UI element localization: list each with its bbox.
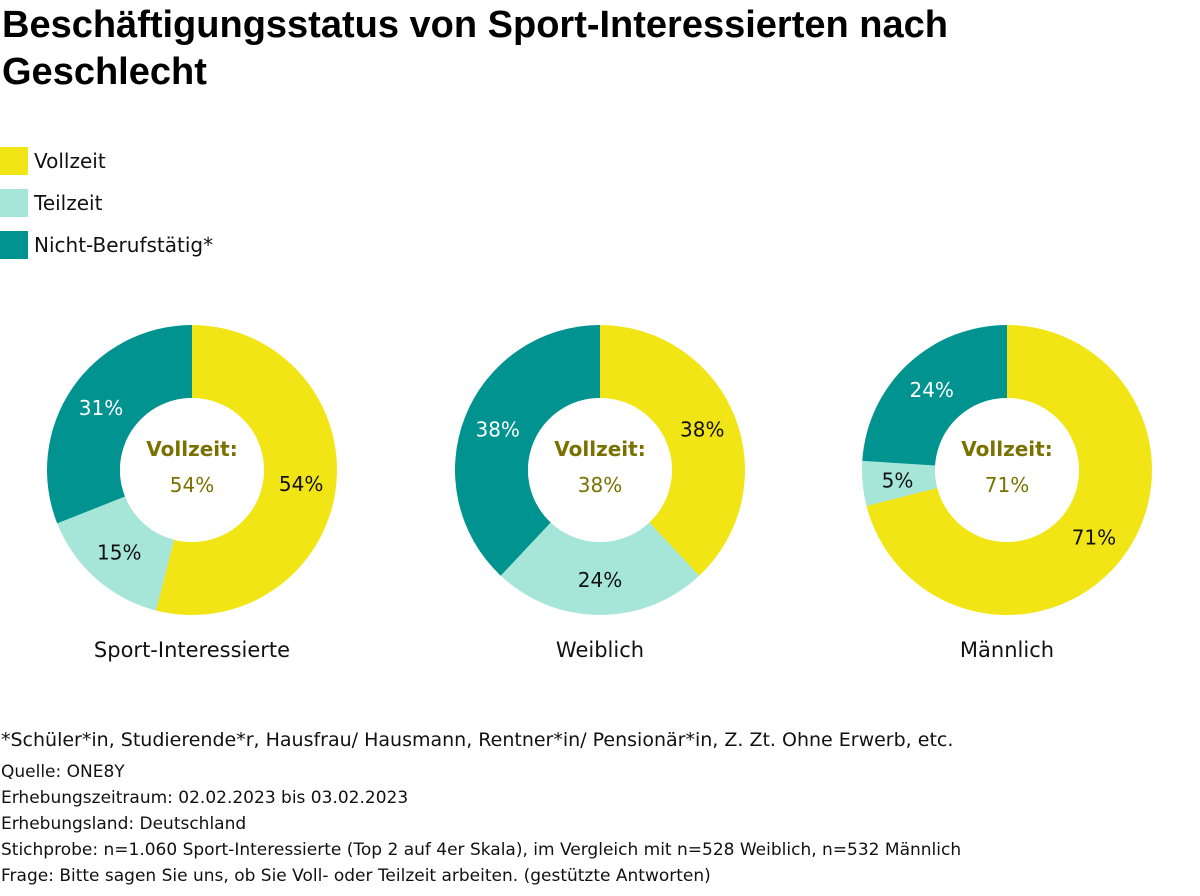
slice-label-nicht-berufstaetig: 38%	[475, 418, 519, 442]
legend-label-nicht-berufstaetig: Nicht-Berufstätig*	[34, 233, 214, 257]
source-line: Quelle: ONE8Y	[1, 762, 125, 782]
slice-vollzeit	[866, 325, 1152, 615]
slice-label-teilzeit: 15%	[97, 541, 141, 565]
slice-nicht-berufstaetig	[46, 325, 193, 524]
slice-label-vollzeit: 38%	[680, 418, 724, 442]
legend-label-teilzeit: Teilzeit	[34, 191, 103, 215]
notes: *Schüler*in, Studierende*r, Hausfrau/ Ha…	[1, 727, 961, 889]
chart-title: Beschäftigungsstatus von Sport-Interessi…	[2, 4, 948, 93]
slice-label-vollzeit: 54%	[279, 472, 323, 496]
donut-chart-2: 38% 24% 38% Vollzeit: 38% Weiblich	[455, 325, 745, 662]
chart-caption: Männlich	[960, 638, 1054, 662]
chart-caption: Sport-Interessierte	[94, 638, 290, 662]
donut-hole	[120, 398, 264, 542]
donut-hole	[935, 398, 1079, 542]
slice-teilzeit	[57, 496, 175, 611]
slice-nicht-berufstaetig	[862, 325, 1007, 466]
slice-vollzeit	[155, 325, 337, 615]
donut-chart-3: 71% 5% 24% Vollzeit: 71% Männlich	[862, 325, 1152, 662]
slice-label-vollzeit: 71%	[1072, 525, 1116, 549]
slice-label-nicht-berufstaetig: 24%	[909, 378, 953, 402]
legend-swatch-nicht-berufstaetig	[0, 231, 28, 259]
slice-vollzeit	[600, 325, 745, 576]
legend-item-nicht-berufstaetig: Nicht-Berufstätig*	[0, 224, 213, 266]
survey-period-line: Erhebungszeitraum: 02.02.2023 bis 03.02.…	[1, 788, 409, 808]
donut-charts: 54% 15% 31% Vollzeit: 54% Sport-Interessierte…	[46, 325, 1152, 662]
slice-label-teilzeit: 5%	[882, 468, 914, 492]
chart-caption: Weiblich	[556, 638, 644, 662]
question-line: Frage: Bitte sagen Sie uns, ob Sie Voll-…	[1, 866, 711, 886]
footnote: *Schüler*in, Studierende*r, Hausfrau/ Ha…	[1, 729, 954, 751]
sample-line: Stichprobe: n=1.060 Sport-Interessierte …	[1, 840, 962, 860]
donut-chart-1: 54% 15% 31% Vollzeit: 54% Sport-Interessierte	[46, 325, 337, 662]
center-title: Vollzeit:	[961, 437, 1052, 461]
legend-item-vollzeit: Vollzeit	[0, 140, 213, 182]
legend-item-teilzeit: Teilzeit	[0, 182, 213, 224]
slice-label-nicht-berufstaetig: 31%	[79, 396, 123, 420]
donut-hole	[528, 398, 672, 542]
slice-label-teilzeit: 24%	[578, 568, 622, 592]
legend-swatch-vollzeit	[0, 147, 28, 175]
center-value: 38%	[578, 473, 622, 497]
legend-label-vollzeit: Vollzeit	[34, 149, 106, 173]
center-value: 54%	[170, 473, 214, 497]
center-value: 71%	[985, 473, 1029, 497]
center-title: Vollzeit:	[146, 437, 237, 461]
slice-teilzeit	[862, 460, 938, 507]
legend-swatch-teilzeit	[0, 189, 28, 217]
slice-nicht-berufstaetig	[455, 325, 600, 576]
legend: Vollzeit Teilzeit Nicht-Berufstätig*	[0, 140, 213, 266]
slice-teilzeit	[500, 522, 700, 615]
center-title: Vollzeit:	[554, 437, 645, 461]
survey-country-line: Erhebungsland: Deutschland	[1, 814, 247, 834]
